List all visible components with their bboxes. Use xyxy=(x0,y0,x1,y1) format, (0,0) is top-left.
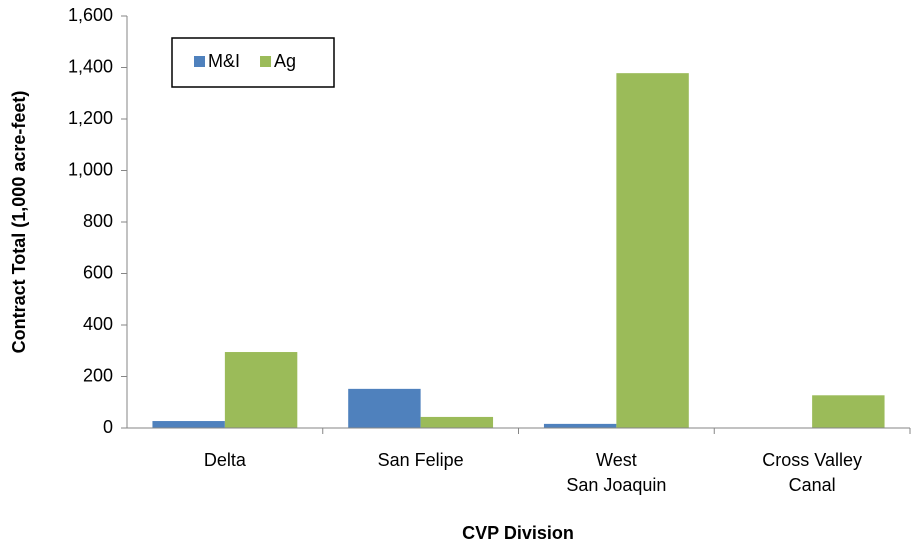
bar xyxy=(224,352,298,428)
bar xyxy=(812,395,885,428)
y-tick-label: 400 xyxy=(83,314,113,334)
y-tick-label: 800 xyxy=(83,211,113,231)
x-tick-label: West San Joaquin xyxy=(566,450,667,495)
legend: M&I Ag xyxy=(171,37,335,88)
bar xyxy=(543,423,617,428)
legend-label: Ag xyxy=(274,51,296,71)
bar xyxy=(152,421,225,428)
x-tick-label: Cross Valley Canal xyxy=(762,450,862,495)
y-axis-title: Contract Total (1,000 acre-feet) xyxy=(9,91,29,354)
bar xyxy=(420,416,494,428)
y-tick-label: 1,400 xyxy=(68,56,113,76)
legend-label: M&I xyxy=(208,51,240,71)
x-tick-label: Delta xyxy=(203,450,246,470)
y-tick-label: 200 xyxy=(83,365,113,385)
bar xyxy=(348,388,421,428)
x-axis-title: CVP Division xyxy=(462,523,574,543)
y-tick-label: 600 xyxy=(83,262,113,282)
x-tick-label: San Felipe xyxy=(377,450,464,470)
y-tick-label: 1,200 xyxy=(68,108,113,128)
bar xyxy=(616,73,689,428)
legend-swatch xyxy=(260,56,272,67)
y-tick-label: 1,000 xyxy=(68,159,113,179)
legend-swatch xyxy=(194,56,205,67)
y-tick-label: 0 xyxy=(103,417,113,437)
y-tick-label: 1,600 xyxy=(68,5,113,25)
